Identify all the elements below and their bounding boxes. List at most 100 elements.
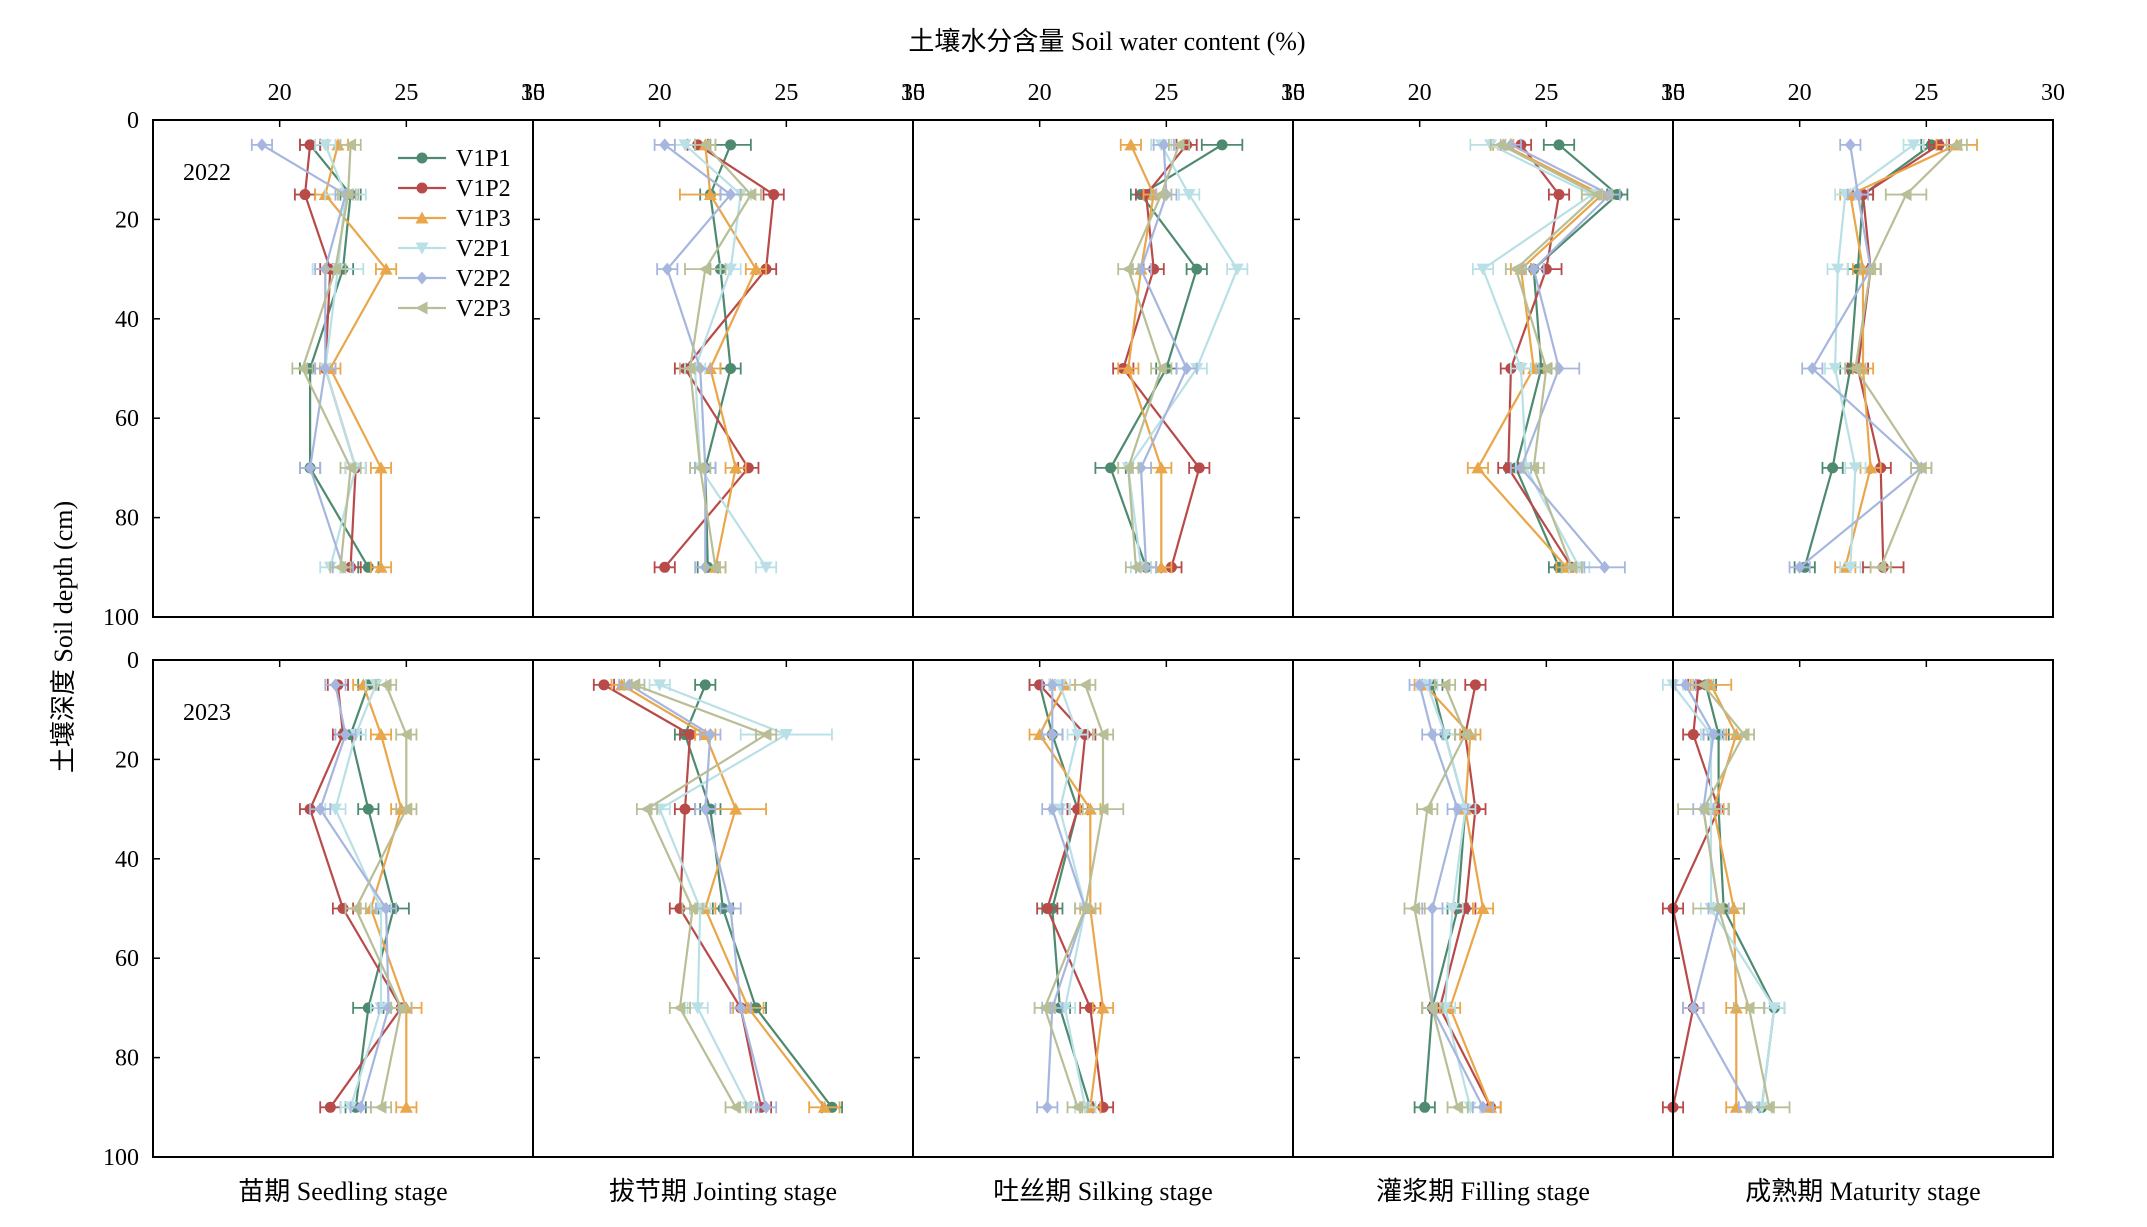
data-point-V2P3 [1071, 1100, 1084, 1114]
data-point-V1P2 [768, 189, 780, 201]
stage-label: 吐丝期 Silking stage [993, 1177, 1213, 1206]
x-tick-label: 20 [1408, 80, 1432, 106]
data-point-V1P3 [1096, 1001, 1110, 1014]
data-point-V2P3 [1527, 461, 1540, 475]
data-point-V2P2 [1708, 728, 1720, 742]
series-line-V2P1 [334, 684, 383, 1108]
data-point-V2P2 [1844, 138, 1856, 152]
data-point-V1P2 [1687, 729, 1699, 741]
data-point-V1P2 [299, 189, 311, 201]
data-point-V2P3 [1121, 461, 1134, 475]
y-tick-label: 80 [115, 506, 139, 532]
data-point-V2P3 [698, 262, 711, 276]
data-point-V2P2 [256, 138, 268, 152]
panel-2023-2: 拔节期 Jointing stage [532, 659, 914, 1206]
series-line-V1P3 [1476, 143, 1605, 569]
panel-frame [1672, 119, 2054, 618]
series-line-V2P1 [684, 143, 768, 568]
data-point-V2P2 [725, 188, 737, 202]
series-line-V1P3 [1710, 684, 1738, 1108]
data-point-V1P3 [1124, 138, 1138, 151]
legend-marker-V2P2 [416, 271, 428, 285]
data-point-V2P3 [1129, 560, 1142, 574]
legend-marker-V1P3 [415, 211, 429, 224]
data-point-V2P3 [394, 1001, 407, 1015]
series-line-V2P3 [1043, 684, 1105, 1108]
series-line-V2P3 [633, 683, 769, 1108]
data-point-V2P3 [341, 188, 354, 202]
data-point-V2P3 [1154, 188, 1167, 202]
data-point-V2P3 [1590, 188, 1603, 202]
data-point-V2P3 [698, 138, 711, 152]
data-point-V2P3 [1742, 1001, 1755, 1015]
series-line-V2P3 [1413, 684, 1467, 1108]
data-point-V2P3 [1078, 902, 1091, 915]
data-point-V2P2 [1414, 678, 1426, 692]
series-line-V1P3 [704, 144, 758, 568]
data-point-V2P3 [1848, 362, 1861, 375]
stage-label: 灌浆期 Filling stage [1376, 1177, 1590, 1206]
series-line-V2P2 [1799, 144, 1923, 569]
series-line-V1P2 [1856, 143, 1940, 568]
data-point-V2P3 [1408, 902, 1421, 915]
data-point-V1P1 [1553, 139, 1565, 151]
x-tick-label: 30 [1281, 80, 1305, 106]
data-point-V1P2 [1193, 462, 1205, 474]
x-tick-label: 25 [774, 80, 798, 106]
series-line-V2P1 [658, 683, 789, 1108]
stage-label: 成熟期 Maturity stage [1745, 1177, 1980, 1206]
x-tick-label: 15 [1661, 80, 1685, 106]
data-point-V1P3 [1154, 560, 1168, 573]
series-line-V2P3 [1500, 143, 1599, 568]
x-tick-label: 15 [521, 80, 545, 106]
series-line-V1P1 [1038, 684, 1092, 1108]
data-point-V2P2 [1046, 728, 1058, 742]
legend-marker-V1P2 [416, 182, 428, 194]
y-tick-label: 0 [127, 108, 139, 134]
data-point-V1P2 [598, 679, 610, 691]
data-point-V2P2 [659, 138, 671, 152]
series-line-V2P3 [1127, 144, 1181, 568]
data-point-V2P2 [355, 1100, 367, 1114]
data-point-V1P3 [1471, 461, 1485, 474]
panel-2023-1: 0 20 40 60 80 100 苗期 Seedling stage 2023 [103, 648, 534, 1206]
data-point-V2P2 [314, 802, 326, 816]
data-point-V2P1 [779, 729, 793, 742]
data-point-V2P3 [328, 262, 341, 276]
data-point-V2P3 [1565, 560, 1578, 574]
series-line-V2P2 [261, 143, 347, 568]
data-point-V2P3 [1864, 262, 1877, 276]
legend-label-V1P1: V1P1 [456, 146, 511, 172]
data-point-V2P2 [1680, 678, 1692, 692]
legend-label-V1P2: V1P2 [456, 176, 511, 202]
data-point-V2P1 [1848, 462, 1862, 475]
data-point-V2P3 [1509, 262, 1522, 276]
series-line-V2P2 [1046, 684, 1087, 1108]
data-point-V1P1 [1191, 263, 1203, 275]
data-point-V2P3 [686, 902, 699, 915]
data-point-V2P3 [1096, 728, 1109, 742]
data-point-V2P2 [1477, 1100, 1489, 1114]
y-axis-label: 土壤深度 Soil depth (cm) [49, 501, 78, 773]
data-point-V2P1 [1446, 903, 1460, 915]
series-line-V1P2 [663, 143, 775, 569]
data-point-V1P3 [379, 262, 393, 275]
legend-marker-V1P1 [416, 152, 428, 164]
legend-label-V2P1: V2P1 [456, 236, 511, 262]
series-line-V2P1 [1833, 143, 1915, 568]
x-tick-label: 20 [268, 80, 292, 106]
data-point-V1P1 [725, 139, 737, 151]
data-point-V2P3 [344, 138, 357, 152]
series-line-V2P2 [318, 684, 390, 1108]
series-line-V2P3 [1854, 144, 1958, 568]
data-point-V2P2 [329, 678, 341, 692]
y-tick-label: 40 [115, 847, 139, 873]
y-tick-label: 0 [127, 648, 139, 674]
series-line-V2P3 [1702, 684, 1771, 1108]
y-tick-label: 80 [115, 1046, 139, 1072]
series-line-V1P3 [1038, 684, 1105, 1108]
data-point-V2P3 [379, 678, 392, 692]
data-point-V2P3 [1458, 728, 1471, 742]
y-tick-label: 100 [103, 1145, 139, 1171]
data-point-V2P1 [1767, 1002, 1781, 1015]
